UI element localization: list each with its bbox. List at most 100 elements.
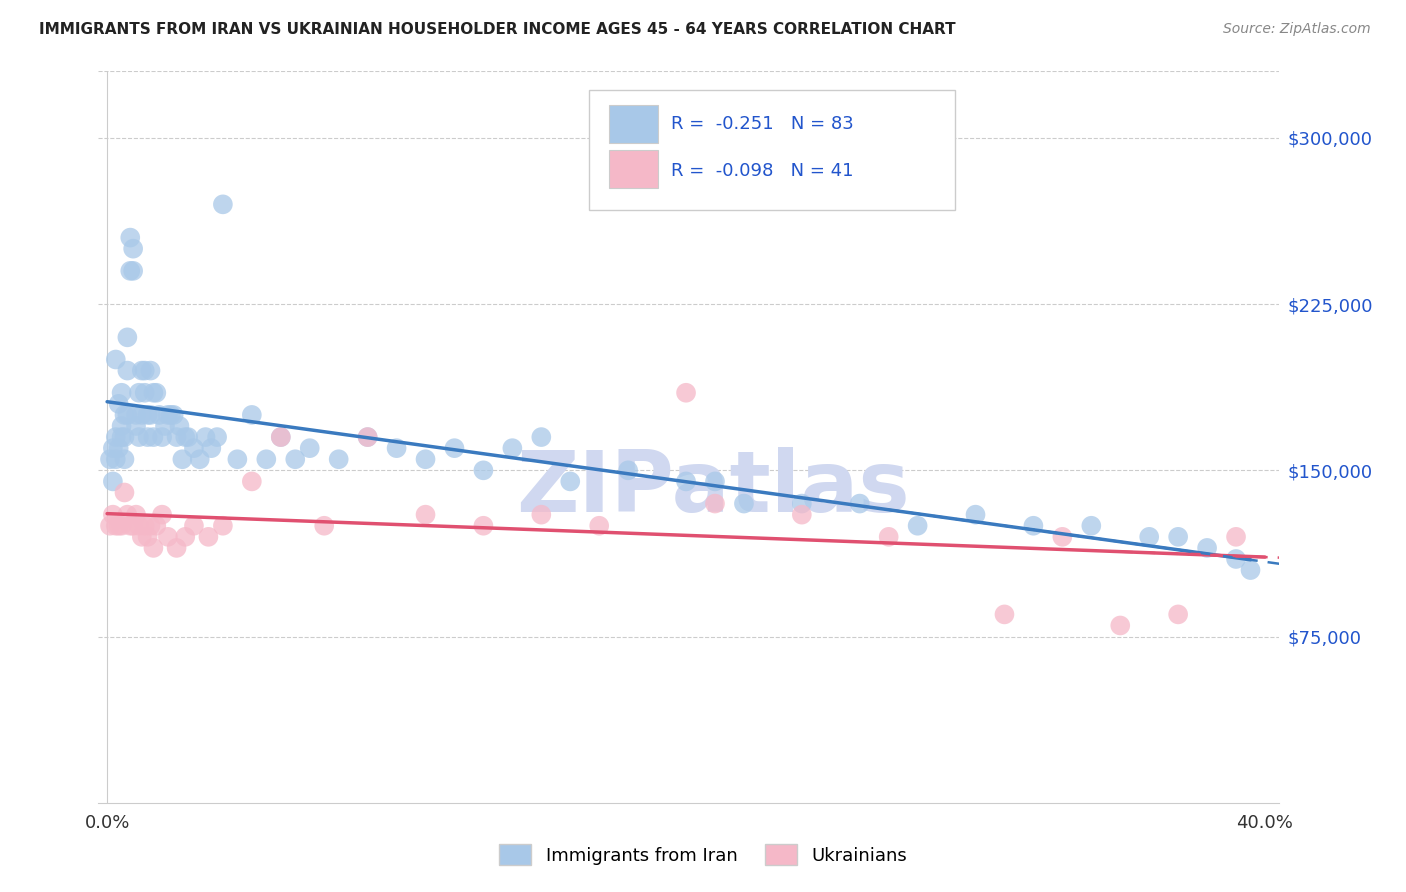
Point bbox=[120, 264, 142, 278]
Point bbox=[134, 385, 156, 400]
Point bbox=[122, 518, 145, 533]
Point bbox=[617, 463, 640, 477]
Point bbox=[188, 452, 211, 467]
Point bbox=[298, 441, 321, 455]
Point bbox=[101, 508, 124, 522]
Point bbox=[284, 452, 307, 467]
Point bbox=[114, 408, 136, 422]
Point bbox=[136, 530, 159, 544]
Point bbox=[131, 363, 153, 377]
Point bbox=[156, 408, 179, 422]
Point bbox=[104, 452, 127, 467]
Point bbox=[254, 452, 277, 467]
Point bbox=[107, 397, 129, 411]
Point bbox=[270, 430, 292, 444]
Point bbox=[166, 430, 188, 444]
Point bbox=[704, 475, 727, 489]
Point bbox=[356, 430, 378, 444]
Point bbox=[134, 518, 156, 533]
Point bbox=[128, 430, 150, 444]
Point bbox=[1197, 541, 1219, 555]
Point bbox=[125, 419, 148, 434]
Point bbox=[415, 508, 437, 522]
Point bbox=[120, 230, 142, 244]
Bar bbox=[609, 151, 658, 188]
Point bbox=[1022, 518, 1045, 533]
Point bbox=[1225, 530, 1247, 544]
Point bbox=[139, 408, 162, 422]
Point bbox=[110, 518, 132, 533]
Point bbox=[733, 497, 755, 511]
Point bbox=[125, 408, 148, 422]
Point bbox=[150, 508, 173, 522]
Point bbox=[1080, 518, 1102, 533]
Point bbox=[314, 518, 336, 533]
Point bbox=[443, 441, 465, 455]
Point bbox=[183, 441, 205, 455]
Point bbox=[240, 408, 263, 422]
Point bbox=[1109, 618, 1132, 632]
Point bbox=[240, 475, 263, 489]
Point bbox=[159, 408, 181, 422]
Point bbox=[101, 475, 124, 489]
Point bbox=[145, 385, 167, 400]
Point bbox=[790, 497, 813, 511]
Point bbox=[153, 419, 176, 434]
Point bbox=[110, 419, 132, 434]
Bar bbox=[609, 105, 658, 143]
Point bbox=[142, 430, 165, 444]
Point bbox=[226, 452, 249, 467]
Text: R =  -0.251   N = 83: R = -0.251 N = 83 bbox=[671, 115, 853, 133]
Point bbox=[163, 408, 186, 422]
FancyBboxPatch shape bbox=[589, 90, 955, 211]
Point bbox=[122, 242, 145, 256]
Point bbox=[139, 363, 162, 377]
Point bbox=[530, 430, 553, 444]
Point bbox=[110, 385, 132, 400]
Point bbox=[114, 485, 136, 500]
Point bbox=[131, 408, 153, 422]
Point bbox=[128, 518, 150, 533]
Point bbox=[472, 518, 495, 533]
Point bbox=[848, 497, 870, 511]
Point bbox=[877, 530, 900, 544]
Point bbox=[98, 452, 121, 467]
Point bbox=[166, 541, 188, 555]
Point bbox=[194, 430, 217, 444]
Point bbox=[120, 518, 142, 533]
Point bbox=[907, 518, 929, 533]
Point bbox=[328, 452, 350, 467]
Point bbox=[114, 452, 136, 467]
Text: R =  -0.098   N = 41: R = -0.098 N = 41 bbox=[671, 161, 853, 180]
Point bbox=[356, 430, 378, 444]
Point bbox=[107, 518, 129, 533]
Point bbox=[122, 264, 145, 278]
Point bbox=[117, 408, 139, 422]
Point bbox=[131, 530, 153, 544]
Point bbox=[588, 518, 610, 533]
Point bbox=[385, 441, 408, 455]
Point bbox=[136, 408, 159, 422]
Point bbox=[174, 430, 197, 444]
Point bbox=[993, 607, 1015, 622]
Point bbox=[560, 475, 582, 489]
Point bbox=[117, 508, 139, 522]
Point bbox=[134, 363, 156, 377]
Point bbox=[142, 541, 165, 555]
Point bbox=[110, 430, 132, 444]
Point bbox=[136, 430, 159, 444]
Point bbox=[270, 430, 292, 444]
Point bbox=[790, 508, 813, 522]
Point bbox=[530, 508, 553, 522]
Point bbox=[675, 475, 697, 489]
Point bbox=[150, 430, 173, 444]
Point bbox=[472, 463, 495, 477]
Point bbox=[174, 530, 197, 544]
Text: ZIPatlas: ZIPatlas bbox=[516, 447, 910, 530]
Point bbox=[142, 385, 165, 400]
Point bbox=[197, 530, 219, 544]
Point bbox=[107, 441, 129, 455]
Point bbox=[965, 508, 987, 522]
Legend: Immigrants from Iran, Ukrainians: Immigrants from Iran, Ukrainians bbox=[489, 835, 917, 874]
Point bbox=[415, 452, 437, 467]
